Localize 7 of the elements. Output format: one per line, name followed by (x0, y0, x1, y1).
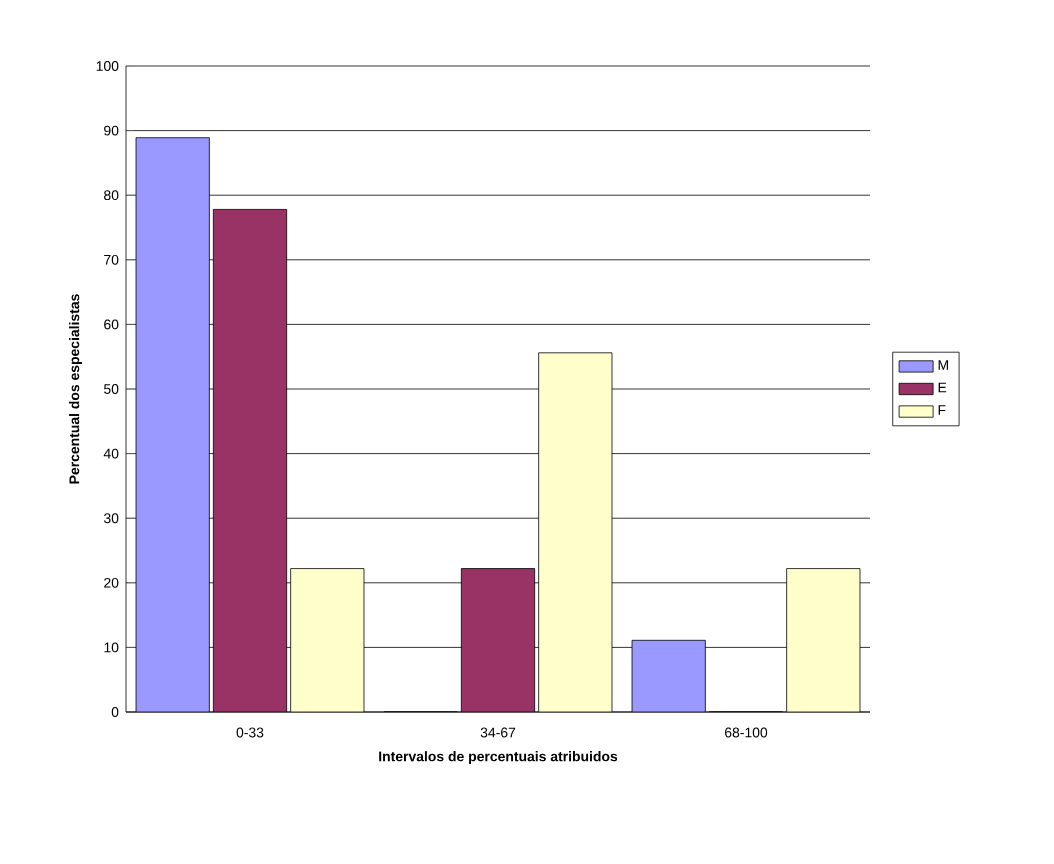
bar (631, 639, 706, 712)
bar (460, 568, 536, 712)
bar (786, 568, 861, 712)
bar (290, 568, 365, 712)
bar (538, 352, 613, 712)
bar (135, 137, 210, 712)
bar (212, 209, 288, 712)
